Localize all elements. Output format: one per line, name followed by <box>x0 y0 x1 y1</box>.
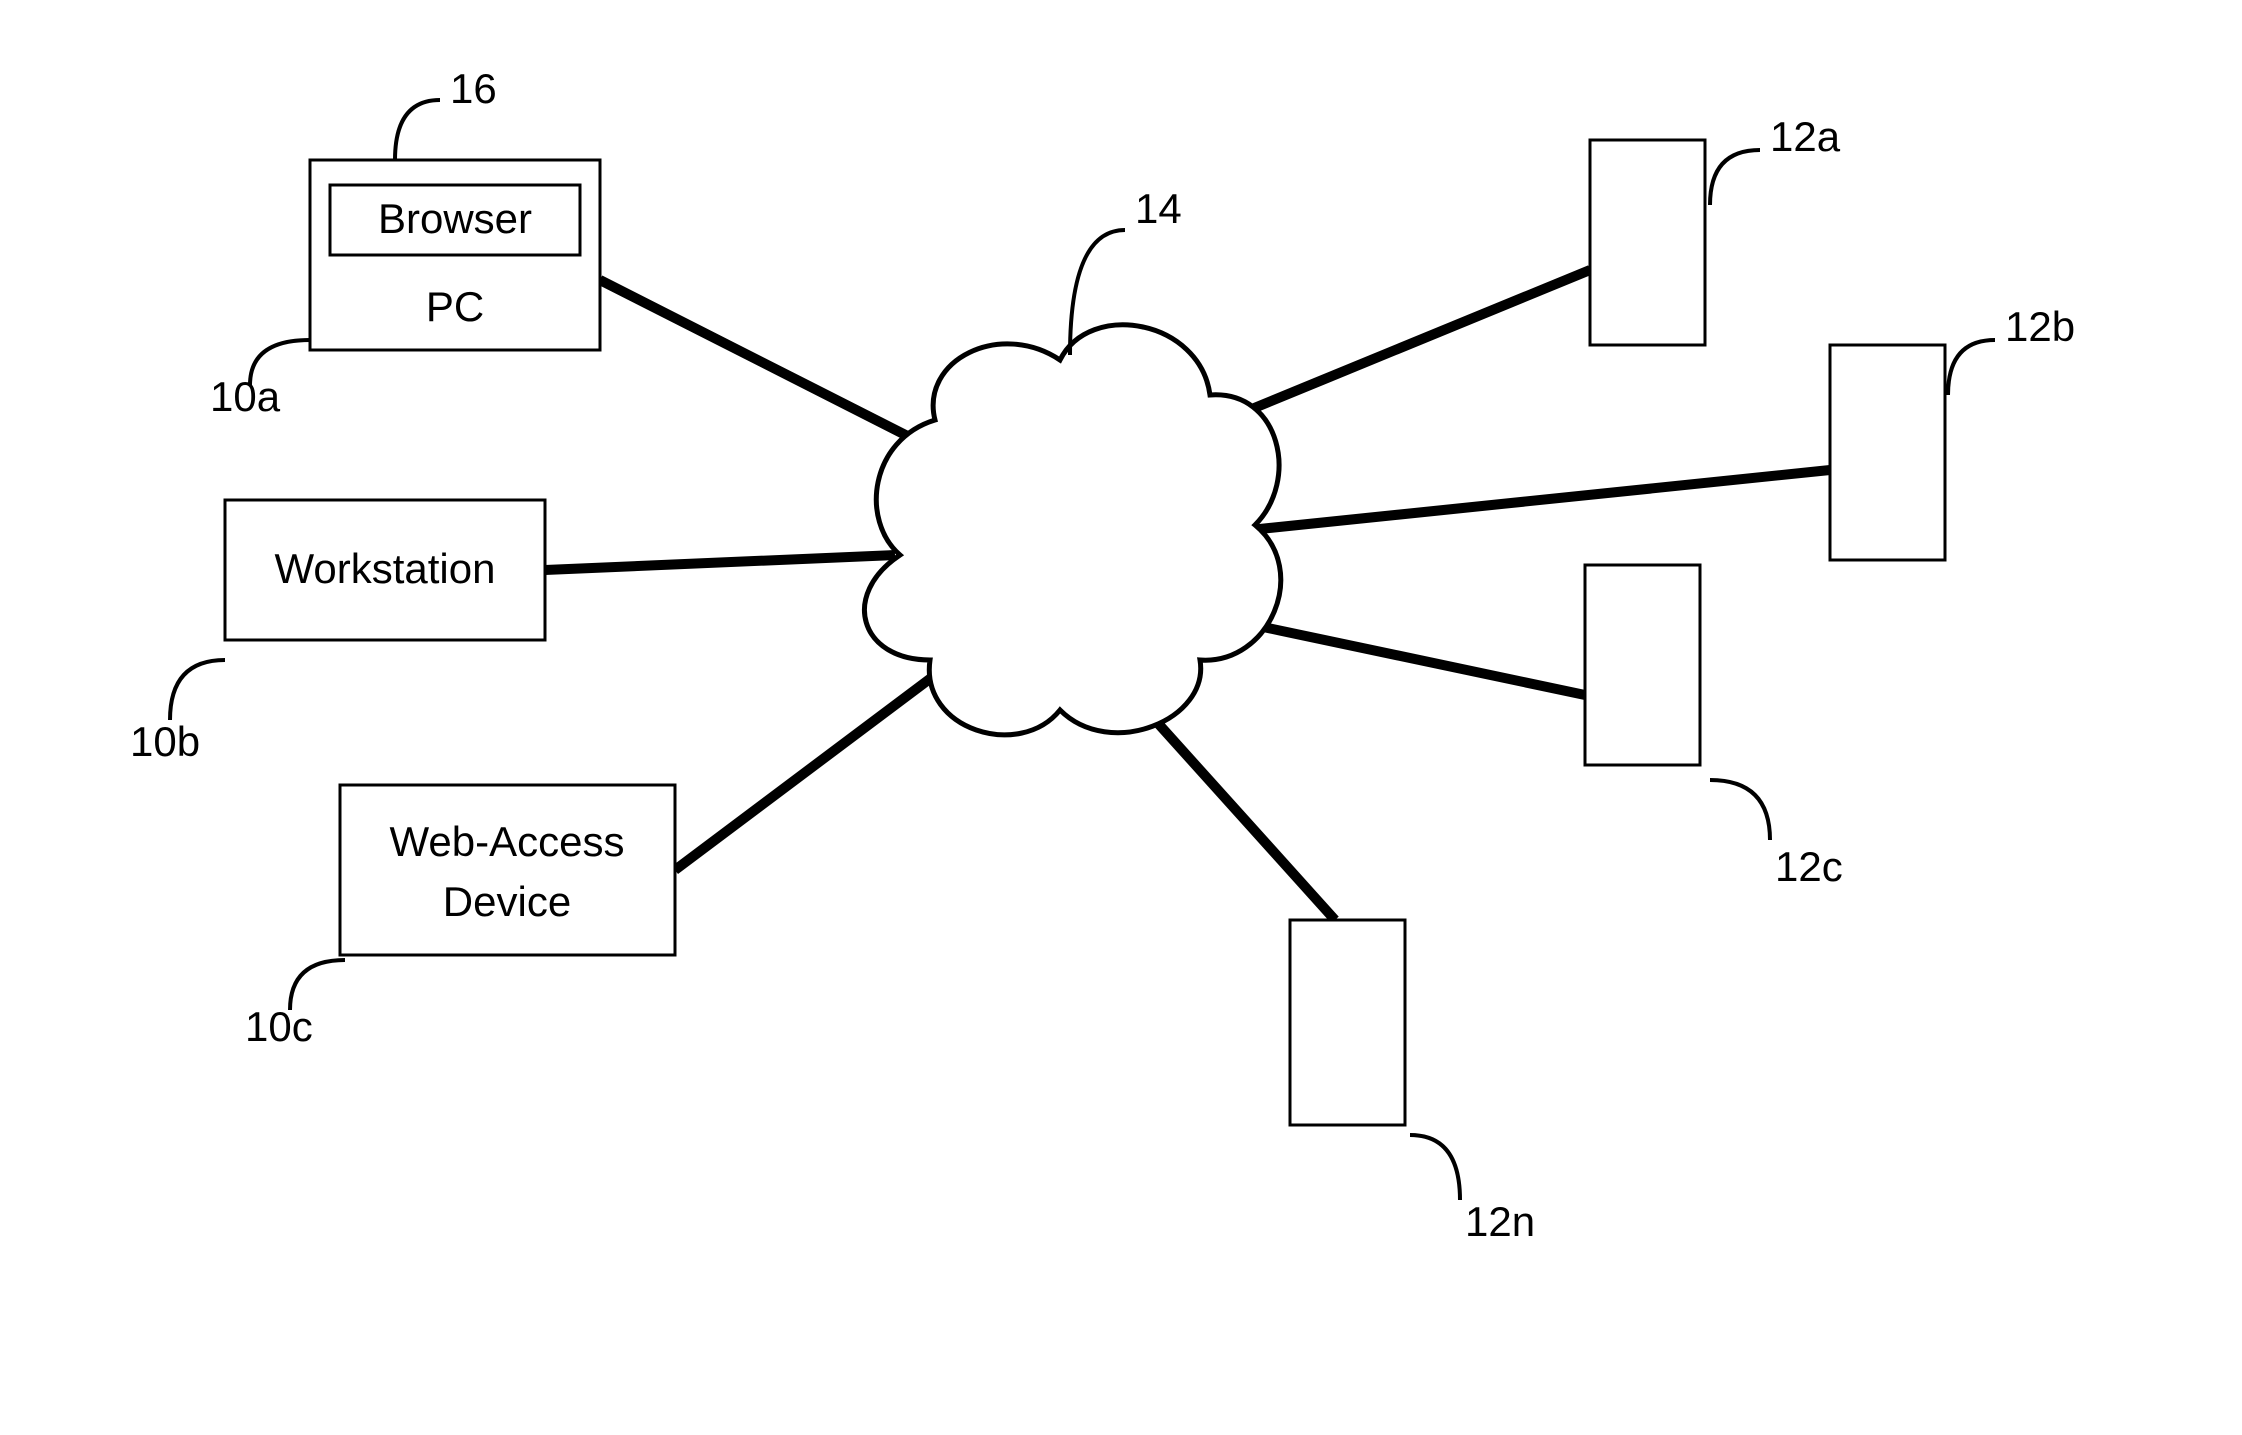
edge-workstation-cloud <box>545 555 895 570</box>
ref-16-text: 16 <box>450 65 497 112</box>
edge-cloud-12n <box>1155 720 1335 920</box>
ref-12c-text: 12c <box>1775 843 1843 890</box>
ref-10a-text: 10a <box>210 373 281 420</box>
edge-cloud-12c <box>1230 620 1585 695</box>
edge-pc-cloud <box>600 280 945 455</box>
leader-12b <box>1948 340 1995 395</box>
leader-12c <box>1710 780 1770 840</box>
edge-cloud-12b <box>1250 470 1830 530</box>
server-12b <box>1830 345 1945 560</box>
cloud-node <box>864 325 1280 735</box>
pc-node: Browser PC <box>310 160 600 350</box>
ref-12n-text: 12n <box>1465 1198 1535 1245</box>
leader-12a <box>1710 150 1760 205</box>
ref-10a: 10a <box>210 340 310 420</box>
ref-16: 16 <box>395 65 497 160</box>
server-12a <box>1590 140 1705 345</box>
leader-16 <box>395 100 440 160</box>
cloud-shape <box>864 325 1280 735</box>
ref-10c-text: 10c <box>245 1003 313 1050</box>
edge-webaccess-cloud <box>675 660 955 870</box>
webaccess-label-1: Web-Access <box>390 818 625 865</box>
workstation-node: Workstation <box>225 500 545 640</box>
leader-10b <box>170 660 225 720</box>
ref-10b-text: 10b <box>130 718 200 765</box>
ref-12b-text: 12b <box>2005 303 2075 350</box>
ref-14-text: 14 <box>1135 185 1182 232</box>
ref-10b: 10b <box>130 660 225 765</box>
ref-12a: 12a <box>1710 113 1841 205</box>
leader-12n <box>1410 1135 1460 1200</box>
ref-12b: 12b <box>1948 303 2075 395</box>
edge-cloud-12a <box>1225 270 1590 420</box>
server-12c <box>1585 565 1700 765</box>
pc-label: PC <box>426 283 484 330</box>
ref-12a-text: 12a <box>1770 113 1841 160</box>
ref-10c: 10c <box>245 960 345 1050</box>
webaccess-box <box>340 785 675 955</box>
server-12n <box>1290 920 1405 1125</box>
browser-label: Browser <box>378 195 532 242</box>
ref-12c: 12c <box>1710 780 1843 890</box>
webaccess-node: Web-Access Device <box>340 785 675 955</box>
ref-12n: 12n <box>1410 1135 1535 1245</box>
webaccess-label-2: Device <box>443 878 571 925</box>
workstation-label: Workstation <box>275 545 496 592</box>
